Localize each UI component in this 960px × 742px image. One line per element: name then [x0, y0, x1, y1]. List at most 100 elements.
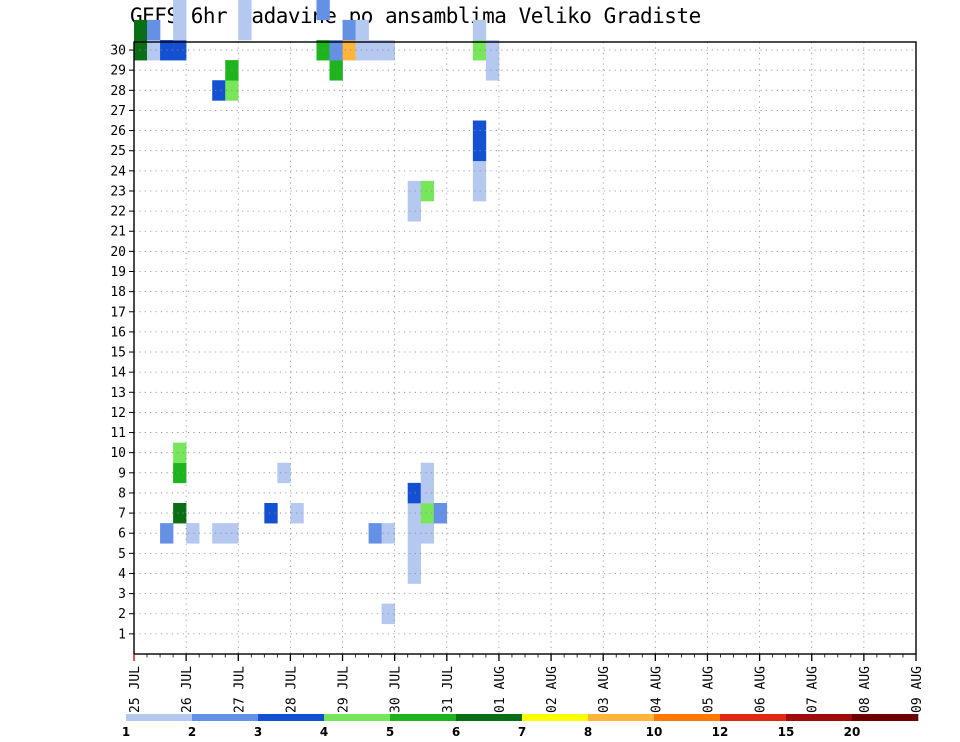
y-axis: 1234567891011121314151617181920212223242…	[110, 44, 134, 642]
heatmap-cell	[147, 39, 161, 61]
x-tick-label: 01 AUG	[493, 666, 508, 713]
colorbar-swatch	[126, 714, 193, 721]
x-tick-label: 29 JUL	[337, 666, 352, 713]
heatmap-cell	[342, 39, 356, 61]
y-tick-label: 28	[110, 84, 126, 99]
x-tick-label: 05 AUG	[702, 666, 717, 713]
heatmap-cell	[238, 19, 252, 41]
x-tick-label: 27 JUL	[232, 666, 247, 713]
heatmap-cell	[173, 462, 187, 484]
y-tick-label: 30	[110, 44, 126, 59]
colorbar-swatch	[654, 714, 721, 721]
colorbar-label: 5	[386, 725, 394, 739]
colorbar-label: 20	[844, 725, 861, 739]
y-tick-label: 3	[118, 587, 126, 602]
y-tick-label: 8	[118, 486, 126, 501]
x-tick-label: 09 AUG	[910, 666, 925, 713]
colorbar-swatch	[588, 714, 655, 721]
colorbar-label: 2	[188, 725, 196, 739]
colorbar-swatch	[522, 714, 589, 721]
colorbar-swatch	[852, 714, 919, 721]
x-tick-label: 04 AUG	[649, 666, 664, 713]
y-tick-label: 7	[118, 507, 126, 522]
colorbar-label: 8	[584, 725, 592, 739]
heatmap-cell	[173, 503, 187, 524]
y-tick-label: 16	[110, 325, 126, 340]
heatmap-cell	[264, 503, 278, 524]
y-tick-label: 4	[118, 567, 126, 582]
y-tick-label: 23	[110, 184, 126, 199]
heatmap-cell	[472, 160, 487, 182]
heatmap-cell	[420, 523, 435, 544]
y-tick-label: 12	[110, 406, 126, 421]
y-tick-label: 29	[110, 64, 126, 79]
y-tick-label: 18	[110, 285, 126, 300]
x-tick-label: 08 AUG	[858, 666, 873, 713]
heatmap-cell	[485, 60, 500, 81]
y-tick-label: 27	[110, 104, 126, 119]
x-tick-label: 28 JUL	[284, 666, 299, 713]
heatmap-cell	[186, 523, 200, 544]
y-tick-label: 20	[110, 245, 126, 260]
colorbar-label: 12	[712, 725, 729, 739]
x-tick-label: 30 JUL	[389, 666, 404, 713]
y-tick-label: 14	[110, 366, 126, 381]
colorbar-legend: 1 2 3 4 5 6 7 8 10 12 15 20	[122, 714, 919, 739]
x-tick-label: 03 AUG	[597, 666, 612, 713]
y-tick-label: 5	[118, 547, 126, 562]
y-tick-label: 10	[110, 446, 126, 461]
y-tick-label: 9	[118, 466, 126, 481]
y-tick-label: 11	[110, 426, 126, 441]
heatmap-cell	[368, 523, 382, 544]
x-tick-label: 26 JUL	[180, 666, 195, 713]
colorbar-swatch	[720, 714, 787, 721]
heatmap-cell	[147, 19, 161, 41]
y-tick-label: 19	[110, 265, 126, 280]
y-tick-label: 15	[110, 346, 126, 361]
colorbar-swatch	[324, 714, 391, 721]
x-tick-label: 25 JUL	[128, 666, 143, 713]
y-tick-label: 2	[118, 607, 126, 622]
heatmap-cell	[134, 39, 148, 61]
heatmap-cell	[485, 39, 500, 61]
heatmap-cell	[277, 462, 291, 484]
plot-frame	[133, 41, 917, 655]
colorbar-swatch	[456, 714, 523, 721]
y-tick-label: 24	[110, 164, 126, 179]
heatmap-cell	[316, 0, 330, 21]
heatmap-cell	[407, 482, 422, 504]
y-tick-label: 6	[118, 527, 126, 542]
heatmap-cell	[173, 19, 187, 41]
colorbar-label: 15	[778, 725, 795, 739]
colorbar-swatch	[192, 714, 259, 721]
heatmap-cell	[472, 180, 487, 202]
colorbar-label: 6	[452, 725, 460, 739]
heatmap-cell	[355, 19, 369, 41]
heatmap-cell	[407, 201, 422, 222]
heatmap-cell	[173, 0, 187, 21]
colorbar-label: 10	[646, 725, 663, 739]
x-tick-label: 07 AUG	[806, 666, 821, 713]
y-tick-label: 26	[110, 124, 126, 139]
heatmap-cell	[173, 39, 187, 61]
heatmap-cell	[329, 39, 343, 61]
heatmap-cell	[472, 140, 487, 162]
heatmap-cell	[212, 80, 226, 101]
heatmap-cell	[329, 60, 343, 81]
y-tick-label: 21	[110, 225, 126, 240]
heatmap-cell	[134, 19, 148, 41]
colorbar-swatch	[786, 714, 853, 721]
y-tick-label: 17	[110, 305, 126, 320]
heatmap-cell	[420, 503, 435, 524]
heatmap-cell	[238, 0, 252, 21]
heatmap-cell	[433, 503, 448, 524]
heatmap-cell	[472, 19, 487, 41]
heatmap-cell	[355, 39, 369, 61]
y-tick-label: 13	[110, 386, 126, 401]
colorbar-swatch	[390, 714, 457, 721]
heatmap-cell	[472, 120, 487, 141]
heatmap-cell	[420, 180, 435, 202]
colorbar-label: 4	[320, 725, 328, 739]
heatmap-cell	[212, 523, 226, 544]
